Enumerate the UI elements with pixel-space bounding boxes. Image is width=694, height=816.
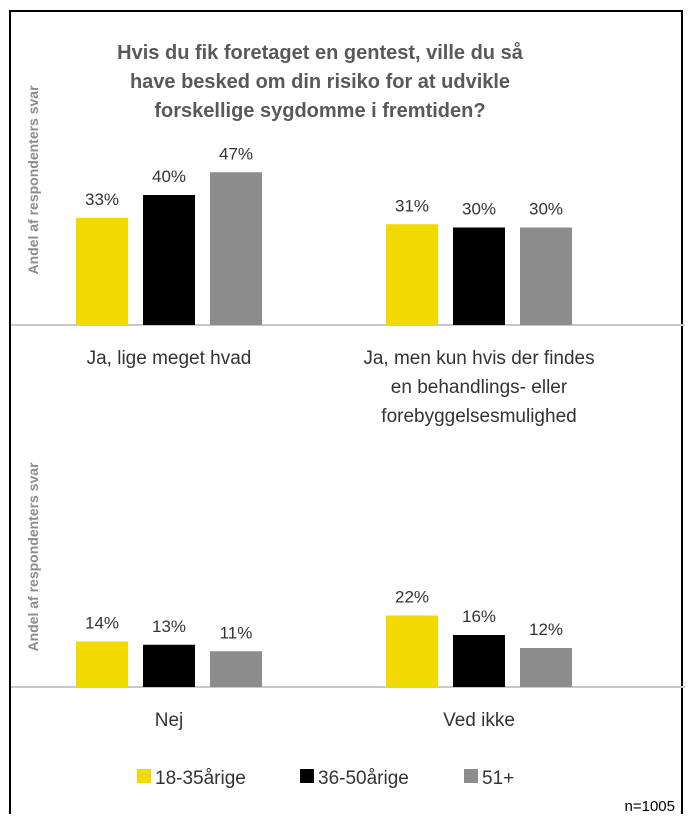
y-axis-label: Andel af respondenters svar bbox=[25, 462, 41, 652]
legend-swatch bbox=[300, 769, 314, 783]
data-label: 16% bbox=[462, 607, 496, 626]
chart-canvas: Hvis du fik foretaget en gentest, ville … bbox=[11, 41, 685, 815]
category-label: en behandlings- eller bbox=[391, 377, 568, 398]
data-label: 40% bbox=[152, 167, 186, 186]
bar bbox=[520, 227, 572, 325]
data-label: 14% bbox=[85, 614, 119, 633]
chart-frame: Hvis du fik foretaget en gentest, ville … bbox=[9, 10, 685, 815]
bar bbox=[210, 172, 262, 325]
y-axis-label: Andel af respondenters svar bbox=[25, 85, 41, 275]
data-label: 13% bbox=[152, 617, 186, 636]
sample-size-note: n=1005 bbox=[625, 798, 675, 815]
bar bbox=[76, 217, 128, 325]
bar bbox=[520, 648, 572, 687]
category-label: Ja, lige meget hvad bbox=[87, 348, 252, 369]
category-label: Ved ikke bbox=[443, 710, 515, 731]
data-label: 12% bbox=[529, 620, 563, 639]
chart-title-line: have besked om din risiko for at udvikle bbox=[130, 71, 510, 93]
bar bbox=[143, 644, 195, 687]
legend-label: 51+ bbox=[482, 768, 514, 789]
bar bbox=[386, 224, 438, 325]
category-label: forebyggelsesmulighed bbox=[381, 406, 576, 427]
data-label: 30% bbox=[529, 200, 563, 219]
data-label: 30% bbox=[462, 200, 496, 219]
chart-title-line: forskellige sygdomme i fremtiden? bbox=[154, 100, 485, 122]
data-label: 47% bbox=[219, 144, 253, 163]
legend-swatch bbox=[137, 769, 151, 783]
bar bbox=[76, 641, 128, 687]
category-label: Nej bbox=[155, 710, 184, 731]
legend-label: 36-50årige bbox=[318, 768, 409, 789]
category-label: Ja, men kun hvis der findes bbox=[363, 348, 594, 369]
data-label: 33% bbox=[85, 190, 119, 209]
data-label: 31% bbox=[395, 196, 429, 215]
chart-title-line: Hvis du fik foretaget en gentest, ville … bbox=[117, 41, 524, 64]
bar bbox=[210, 651, 262, 687]
legend-label: 18-35årige bbox=[155, 768, 246, 789]
bar bbox=[143, 195, 195, 325]
bar bbox=[453, 635, 505, 687]
bar bbox=[386, 615, 438, 687]
data-label: 11% bbox=[220, 623, 253, 642]
data-label: 22% bbox=[395, 588, 429, 607]
bar bbox=[453, 227, 505, 325]
legend-swatch bbox=[464, 769, 478, 783]
